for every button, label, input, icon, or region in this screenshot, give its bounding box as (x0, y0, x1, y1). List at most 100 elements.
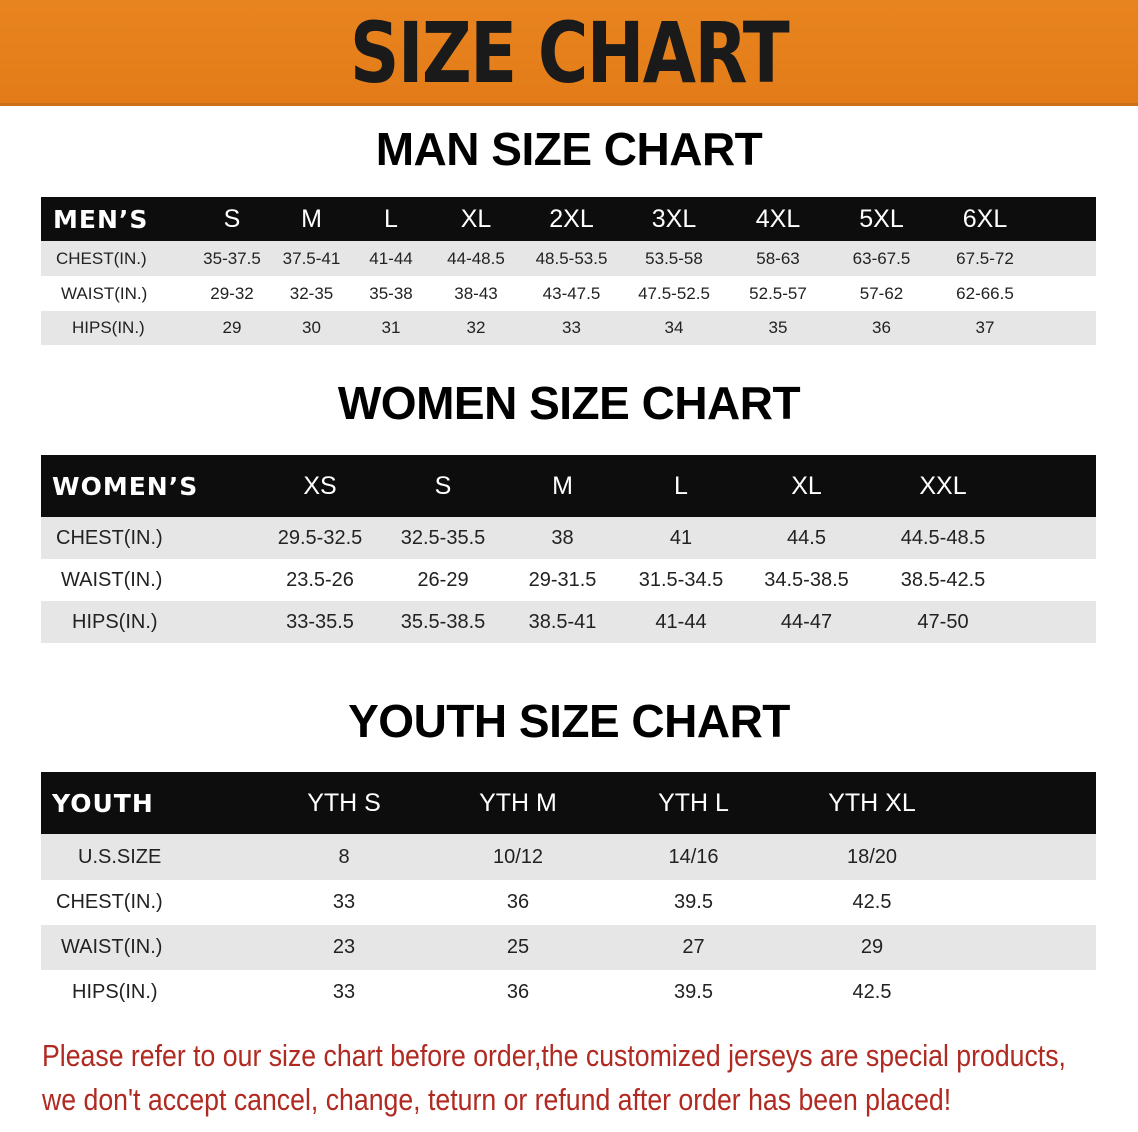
table-cell: 48.5-53.5 (535, 248, 608, 268)
table-cell: 26-29 (417, 568, 469, 591)
measure-label: CHEST(IN.) (56, 248, 147, 268)
table-cell: 57-62 (859, 283, 904, 303)
table-cell: 41 (669, 526, 693, 549)
table-header-row: MEN’S S M L XL 2XL 3XL 4XL 5XL 6XL (41, 197, 1096, 241)
table-cell: 67.5-72 (956, 248, 1014, 268)
table-cell: 14/16 (668, 845, 719, 868)
measure-label: HIPS(IN.) (72, 318, 145, 337)
table-cell: 32-35 (289, 283, 334, 303)
banner: SIZE CHART (0, 0, 1138, 106)
table-cell: 23 (332, 936, 356, 958)
measure-label: CHEST(IN.) (56, 526, 163, 549)
measure-label: U.S.SIZE (78, 845, 162, 868)
table-cell: 34.5-38.5 (764, 568, 849, 591)
table-cell: 29-31.5 (528, 568, 597, 591)
table-cell: 32 (466, 318, 486, 337)
table-cell: 35-38 (369, 283, 413, 303)
size-header: 3XL (651, 204, 697, 233)
size-header: XXL (919, 471, 967, 500)
table-cell: 33 (332, 891, 356, 913)
table-cell: 33 (332, 981, 356, 1003)
table-cell: 35 (768, 318, 788, 337)
table-cell: 38.5-41 (528, 610, 597, 633)
table-cell: 36 (872, 318, 891, 337)
table-row: U.S.SIZE 8 10/12 14/16 18/20 (41, 834, 1096, 880)
size-header: L (674, 471, 688, 500)
measure-label: HIPS(IN.) (72, 610, 158, 633)
table-cell: 33 (562, 318, 581, 337)
table-cell: 41-44 (369, 248, 413, 268)
men-section-title: MAN SIZE CHART (375, 123, 763, 175)
size-header: S (434, 471, 452, 500)
table-cell: 31 (381, 318, 401, 337)
measure-label: WAIST(IN.) (61, 283, 148, 303)
table-row: WAIST(IN.) 29-32 32-35 35-38 38-43 43-47.5 47.… (41, 276, 1096, 311)
table-cell: 37.5-41 (282, 248, 341, 268)
measure-label: HIPS(IN.) (72, 981, 158, 1003)
table-cell: 44-48.5 (447, 248, 505, 268)
table-cell: 42.5 (852, 891, 892, 913)
table-row: CHEST(IN.) 35-37.5 37.5-41 41-44 44-48.5 48.5… (41, 241, 1096, 276)
size-header: YTH L (658, 788, 729, 817)
measure-label: CHEST(IN.) (56, 891, 163, 913)
table-cell: 32.5-35.5 (400, 526, 486, 549)
women-section-title: WOMEN SIZE CHART (337, 377, 801, 429)
table-cell: 39.5 (674, 981, 713, 1003)
table-cell: 41-44 (655, 610, 707, 633)
size-header: YTH S (307, 788, 381, 817)
table-cell: 36 (506, 891, 530, 913)
notice-line-2: we don't accept cancel, change, teturn o… (42, 1082, 952, 1117)
size-header: XL (460, 204, 492, 233)
size-header: L (384, 204, 398, 233)
measure-label: WAIST(IN.) (61, 936, 163, 958)
table-cell: 63-67.5 (852, 248, 911, 268)
table-cell: 43-47.5 (542, 283, 601, 303)
table-cell: 31.5-34.5 (638, 568, 724, 591)
table-cell: 29-32 (210, 283, 254, 303)
table-title-cell: YOUTH (52, 788, 154, 818)
table-cell: 39.5 (674, 891, 713, 913)
table-cell: 58-63 (756, 248, 800, 268)
size-header: YTH M (479, 788, 557, 817)
table-row: HIPS(IN.) 33-35.5 35.5-38.5 38.5-41 41-44 44-… (41, 601, 1096, 643)
table-cell: 53.5-58 (645, 248, 703, 268)
table-cell: 18/20 (846, 845, 898, 868)
table-row: CHEST(IN.) 29.5-32.5 32.5-35.5 38 41 44.5 44.5… (41, 517, 1096, 559)
size-header: M (301, 204, 322, 233)
men-size-table: MEN’S S M L XL 2XL 3XL 4XL 5XL 6XL CHEST(IN.) 35-37… (41, 197, 1096, 345)
table-cell: 47.5-52.5 (638, 283, 710, 303)
banner-title: SIZE CHART (349, 4, 790, 102)
women-size-table: WOMEN’S XS S M L XL XXL CHEST(IN.) 29.5-32.5 32.5… (41, 455, 1096, 643)
table-cell: 44-47 (780, 610, 833, 633)
table-cell: 29 (222, 318, 242, 337)
size-header: XS (303, 471, 337, 500)
table-row: WAIST(IN.) 23.5-26 26-29 29-31.5 31.5-34.5 34… (41, 559, 1096, 601)
table-cell: 44.5 (787, 526, 826, 549)
table-cell: 38-43 (454, 283, 498, 303)
table-cell: 33-35.5 (286, 610, 354, 633)
table-cell: 10/12 (492, 845, 544, 868)
youth-size-table: YOUTH YTH S YTH M YTH L YTH XL U.S.SIZE 8 10/12… (41, 772, 1096, 1015)
table-cell: 23.5-26 (286, 568, 354, 591)
table-header-row: WOMEN’S XS S M L XL XXL (41, 455, 1096, 517)
table-cell: 29.5-32.5 (277, 526, 363, 549)
size-header: 4XL (755, 204, 801, 233)
table-cell: 25 (506, 936, 530, 958)
table-cell: 52.5-57 (749, 283, 807, 303)
table-title-cell: WOMEN’S (52, 471, 199, 501)
table-cell: 29 (860, 936, 884, 958)
table-row: HIPS(IN.) 33 36 39.5 42.5 (41, 970, 1096, 1015)
size-header: 2XL (549, 204, 594, 233)
table-cell: 38 (551, 526, 574, 549)
table-row: HIPS(IN.) 29 30 31 32 33 34 35 36 37 (41, 311, 1096, 345)
size-header: XL (791, 471, 822, 500)
table-cell: 30 (302, 318, 321, 337)
size-header: YTH XL (828, 788, 916, 817)
table-cell: 34 (664, 318, 684, 337)
size-header: 5XL (859, 204, 904, 233)
table-title-cell: MEN’S (53, 204, 149, 234)
table-cell: 36 (506, 981, 530, 1003)
table-row: WAIST(IN.) 23 25 27 29 (41, 925, 1096, 970)
notice-line-1: Please refer to our size chart before or… (42, 1038, 1066, 1073)
table-row: CHEST(IN.) 33 36 39.5 42.5 (41, 880, 1096, 925)
